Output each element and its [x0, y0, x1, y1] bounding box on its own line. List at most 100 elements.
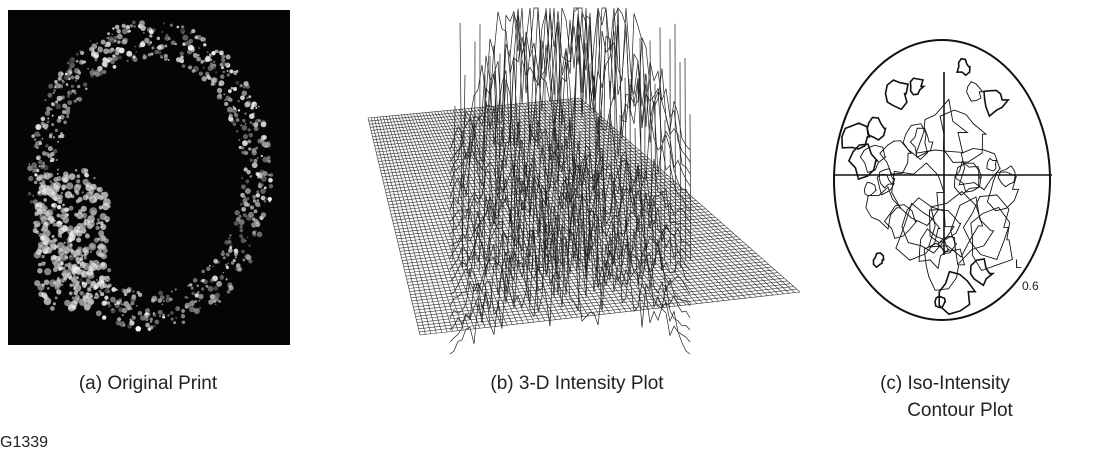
decoration — [140, 42, 146, 48]
decoration — [240, 229, 244, 233]
decoration — [261, 121, 267, 127]
decoration — [50, 306, 55, 311]
decoration — [229, 113, 233, 117]
intensity-mesh — [368, 98, 800, 335]
decoration — [119, 321, 125, 327]
decoration — [123, 289, 128, 294]
decoration — [133, 25, 136, 28]
decoration — [51, 123, 54, 126]
decoration — [87, 68, 89, 70]
decoration — [173, 321, 176, 324]
decoration — [53, 302, 56, 305]
decoration — [163, 300, 165, 302]
decoration — [96, 223, 98, 225]
decoration — [238, 139, 240, 141]
decoration — [116, 29, 120, 33]
decoration — [132, 316, 136, 320]
decoration — [238, 109, 240, 111]
decoration — [36, 146, 38, 148]
decoration — [205, 285, 208, 288]
decoration — [177, 26, 180, 29]
decoration — [57, 173, 59, 175]
decoration — [264, 200, 267, 203]
decoration — [43, 123, 49, 129]
decoration — [56, 221, 63, 228]
decoration — [144, 38, 150, 44]
decoration — [132, 290, 134, 292]
decoration — [254, 209, 258, 213]
figure-id: G1339 — [0, 434, 48, 451]
decoration — [34, 181, 37, 184]
decoration — [188, 65, 192, 69]
decoration — [239, 146, 242, 149]
decoration — [70, 72, 72, 74]
decoration — [100, 292, 104, 296]
decoration — [76, 269, 82, 275]
decoration — [149, 34, 152, 37]
decoration — [58, 248, 65, 255]
decoration — [83, 195, 89, 201]
decoration — [76, 98, 79, 101]
decoration — [201, 37, 206, 42]
decoration — [48, 154, 53, 159]
decoration — [260, 183, 263, 186]
decoration — [71, 85, 74, 88]
decoration — [262, 135, 267, 140]
decoration — [419, 286, 794, 328]
decoration — [56, 289, 61, 294]
decoration — [223, 59, 225, 61]
decoration — [261, 212, 266, 217]
decoration — [93, 286, 97, 290]
decoration — [162, 57, 164, 59]
decoration — [268, 178, 273, 183]
decoration — [61, 184, 66, 189]
decoration — [892, 163, 944, 226]
decoration — [39, 203, 42, 206]
decoration — [140, 25, 146, 31]
decoration — [62, 177, 68, 183]
decoration — [80, 51, 84, 55]
decoration — [242, 125, 248, 131]
decoration — [89, 260, 93, 264]
decoration — [96, 52, 100, 56]
decoration — [99, 206, 103, 210]
decoration — [252, 150, 257, 155]
decoration — [106, 41, 110, 45]
decoration — [62, 204, 65, 207]
decoration — [203, 67, 205, 69]
decoration — [53, 89, 55, 91]
decoration — [152, 45, 154, 47]
decoration — [206, 75, 210, 79]
decoration — [74, 291, 78, 295]
decoration — [170, 311, 174, 315]
decoration — [102, 315, 106, 319]
decoration — [47, 287, 50, 290]
decoration — [64, 242, 66, 244]
decoration — [102, 192, 108, 198]
decoration — [74, 99, 77, 102]
decoration — [108, 304, 112, 308]
decoration — [154, 320, 159, 325]
decoration — [127, 324, 132, 329]
decoration — [122, 310, 124, 312]
decoration — [103, 198, 111, 206]
decoration — [251, 207, 253, 209]
decoration — [65, 191, 72, 198]
decoration — [55, 281, 62, 288]
decoration — [47, 120, 50, 123]
decoration — [57, 169, 59, 171]
decoration — [97, 238, 100, 241]
decoration — [650, 41, 652, 266]
decoration — [58, 194, 63, 199]
decoration — [112, 27, 114, 29]
decoration — [246, 197, 249, 200]
decoration — [63, 121, 67, 125]
decoration — [66, 115, 69, 118]
decoration — [256, 199, 259, 202]
decoration — [249, 158, 253, 162]
decoration — [145, 323, 150, 328]
decoration — [222, 272, 224, 274]
decoration — [474, 42, 475, 269]
decoration — [234, 210, 239, 215]
decoration — [170, 24, 173, 27]
